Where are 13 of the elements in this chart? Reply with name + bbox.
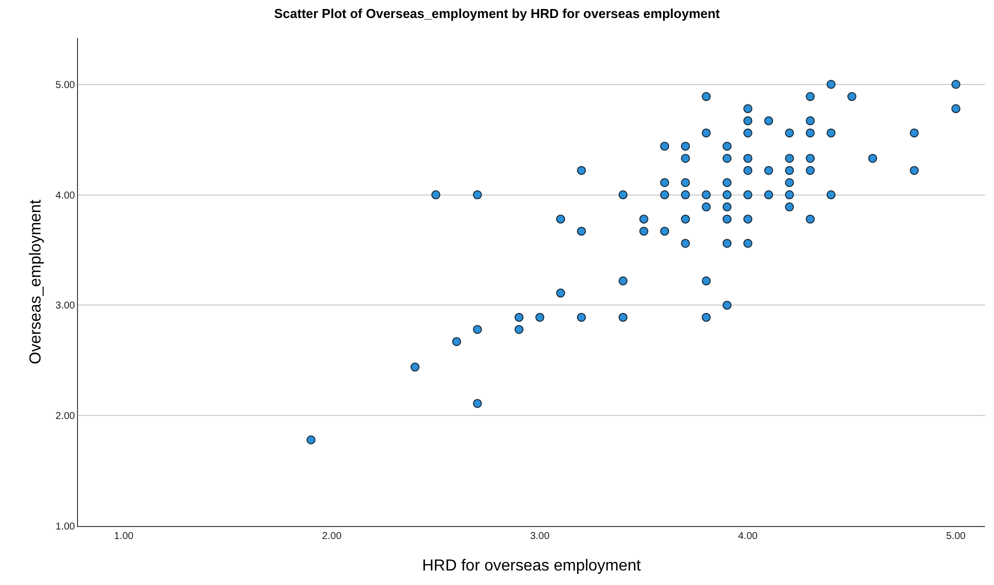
x-tick-label: 2.00 xyxy=(322,531,342,542)
y-tick-label: 2.00 xyxy=(56,411,76,422)
x-tick-label: 3.00 xyxy=(530,531,550,542)
x-tick-label: 1.00 xyxy=(114,531,134,542)
y-tick-label: 1.00 xyxy=(56,522,76,532)
x-tick-label: 5.00 xyxy=(946,531,966,542)
x-tick-label: 4.00 xyxy=(738,531,758,542)
y-tick-label: 3.00 xyxy=(56,300,76,312)
y-tick-label: 4.00 xyxy=(56,190,76,202)
chart-title: Scatter Plot of Overseas_employment by HRD for overseas employment xyxy=(274,6,721,21)
y-axis-title: Overseas_employment xyxy=(27,199,44,364)
y-tick-label: 5.00 xyxy=(56,80,76,91)
x-axis-title: HRD for overseas employment xyxy=(422,558,642,575)
